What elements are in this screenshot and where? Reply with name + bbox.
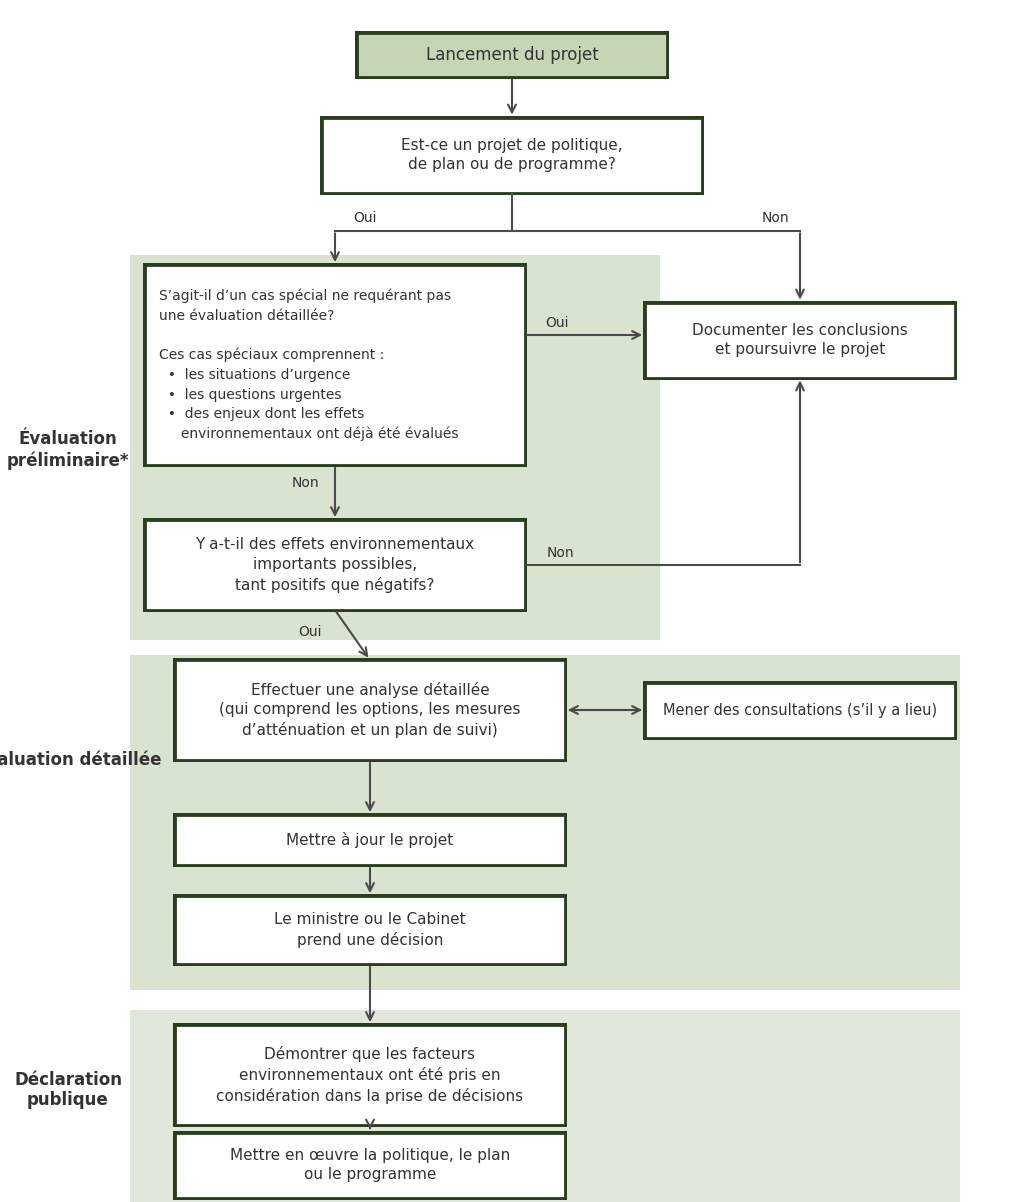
Bar — [175, 895, 565, 964]
Bar — [645, 303, 955, 377]
Bar — [175, 660, 565, 760]
Text: Non: Non — [291, 476, 318, 490]
Bar — [175, 815, 565, 865]
Text: Est-ce un projet de politique,
de plan ou de programme?: Est-ce un projet de politique, de plan o… — [401, 137, 623, 172]
Bar — [130, 255, 660, 639]
Text: Évaluation détaillée: Évaluation détaillée — [0, 751, 161, 769]
Bar — [143, 518, 527, 612]
Text: Documenter les conclusions
et poursuivre le projet: Documenter les conclusions et poursuivre… — [692, 322, 908, 357]
Bar — [173, 1023, 567, 1127]
Text: Non: Non — [761, 212, 788, 226]
Text: Déclaration
publique: Déclaration publique — [14, 1071, 122, 1109]
Bar — [643, 680, 957, 739]
Bar — [173, 657, 567, 762]
Text: S’agit-il d’un cas spécial ne requérant pas
une évaluation détaillée?

Ces cas s: S’agit-il d’un cas spécial ne requérant … — [159, 288, 459, 441]
Bar — [322, 118, 702, 192]
Bar — [175, 1132, 565, 1197]
Text: Y a-t-il des effets environnementaux
importants possibles,
tant positifs que nég: Y a-t-il des effets environnementaux imp… — [196, 537, 474, 593]
Bar — [130, 655, 961, 990]
Bar — [175, 1025, 565, 1125]
Bar — [173, 1131, 567, 1200]
Text: Effectuer une analyse détaillée
(qui comprend les options, les mesures
d’atténua: Effectuer une analyse détaillée (qui com… — [219, 682, 521, 738]
Text: Oui: Oui — [298, 625, 322, 639]
Bar — [319, 115, 705, 195]
Bar — [645, 683, 955, 738]
Text: Évaluation
préliminaire*: Évaluation préliminaire* — [7, 430, 129, 470]
Text: Mener des consultations (s’il y a lieu): Mener des consultations (s’il y a lieu) — [663, 702, 937, 718]
Bar — [145, 264, 525, 465]
Bar — [643, 300, 957, 380]
Bar — [145, 520, 525, 609]
Bar — [173, 813, 567, 867]
Text: Lancement du projet: Lancement du projet — [426, 46, 598, 64]
Text: Oui: Oui — [353, 212, 377, 226]
Text: Le ministre ou le Cabinet
prend une décision: Le ministre ou le Cabinet prend une déci… — [274, 912, 466, 948]
Text: Mettre à jour le projet: Mettre à jour le projet — [287, 832, 454, 847]
Text: Non: Non — [546, 546, 573, 560]
Bar — [173, 894, 567, 966]
Bar — [130, 1010, 961, 1202]
Bar — [143, 263, 527, 468]
Bar — [355, 31, 669, 79]
Text: Démontrer que les facteurs
environnementaux ont été pris en
considération dans l: Démontrer que les facteurs environnement… — [216, 1046, 523, 1105]
Bar — [357, 32, 667, 77]
Text: Mettre en œuvre la politique, le plan
ou le programme: Mettre en œuvre la politique, le plan ou… — [229, 1148, 510, 1183]
Text: Oui: Oui — [545, 316, 568, 331]
